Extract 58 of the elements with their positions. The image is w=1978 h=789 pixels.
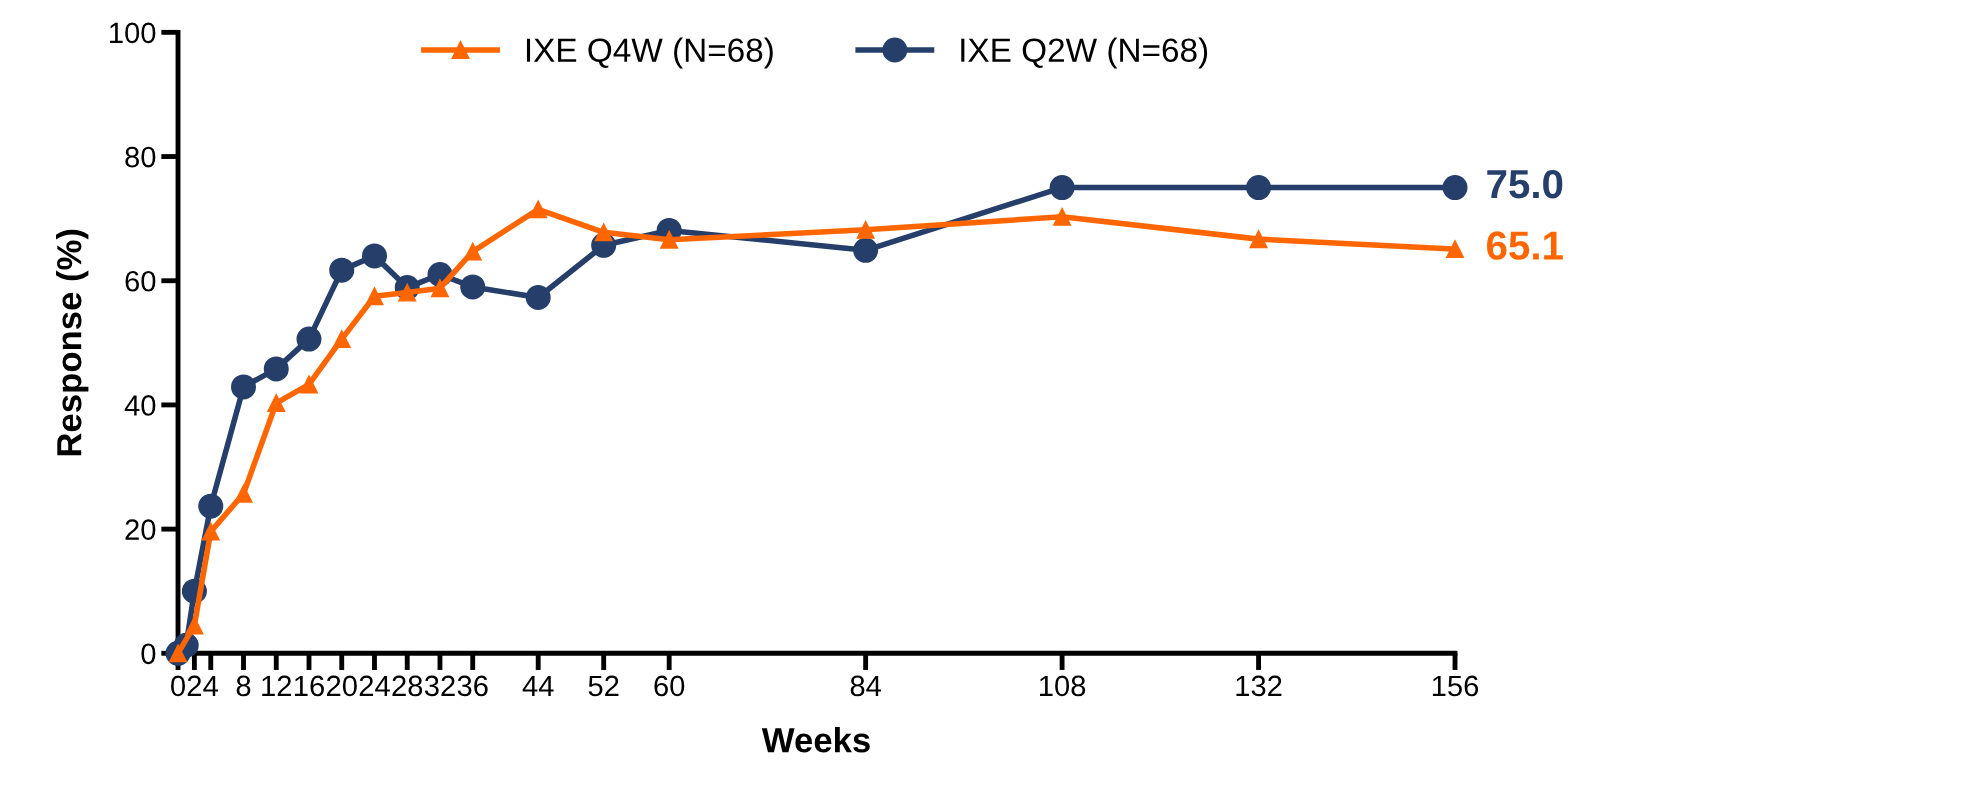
point <box>329 257 355 283</box>
point <box>198 493 224 519</box>
point <box>231 374 257 400</box>
point <box>361 243 387 269</box>
point <box>201 522 220 541</box>
x-tick-label: 108 <box>1039 675 1086 697</box>
y-tick-label: 80 <box>125 146 156 168</box>
legend-label: IXE Q2W (N=68) <box>961 37 1208 69</box>
point <box>263 356 289 382</box>
point <box>332 330 351 349</box>
x-tick-label: 28 <box>392 675 423 697</box>
annotation: 65.1 <box>1487 231 1563 260</box>
point <box>853 237 879 263</box>
point <box>296 326 322 352</box>
x-tick-label: 16 <box>295 675 324 697</box>
y-tick-label: 20 <box>125 519 156 540</box>
point <box>299 375 319 394</box>
x-tick-label: 132 <box>1236 675 1282 697</box>
point <box>460 274 486 300</box>
point <box>529 200 548 219</box>
point <box>365 287 384 306</box>
point <box>660 230 679 249</box>
point <box>856 220 875 239</box>
x-tick-label: 44 <box>522 675 554 696</box>
point <box>463 242 482 261</box>
x-tick-label: 4 <box>203 675 219 696</box>
x-tick-label: 36 <box>457 675 488 697</box>
y-axis-title: Response (%) <box>56 229 89 456</box>
point <box>185 616 204 635</box>
point <box>430 279 449 298</box>
x-tick-label: 2 <box>187 675 202 696</box>
x-axis-title: Weeks <box>761 727 870 753</box>
x-tick-label: 52 <box>588 675 619 697</box>
y-tick-label: 0 <box>141 643 156 665</box>
y-tick-label: 60 <box>125 270 156 292</box>
y-tick-label: 100 <box>110 22 156 44</box>
x-tick-label: 8 <box>236 675 251 697</box>
x-tick-label: 24 <box>359 675 390 696</box>
x-tick-label: 84 <box>850 675 881 697</box>
point <box>1246 175 1272 201</box>
x-tick-label: 156 <box>1432 675 1479 697</box>
point <box>267 394 286 413</box>
point <box>1249 230 1268 249</box>
point <box>1049 175 1075 201</box>
point <box>1442 175 1468 201</box>
x-tick-label: 0 <box>171 675 185 697</box>
y-tick-label: 40 <box>124 395 156 416</box>
x-tick-label: 12 <box>262 675 292 696</box>
point <box>1445 240 1465 259</box>
point <box>594 223 613 242</box>
point <box>1053 207 1072 226</box>
legend-label: IXE Q4W (N=68) <box>526 37 773 69</box>
x-tick-label: 20 <box>326 675 357 697</box>
point <box>525 284 551 310</box>
x-tick-label: 32 <box>424 675 455 697</box>
x-tick-label: 60 <box>654 675 685 697</box>
annotation: 75.0 <box>1487 169 1563 199</box>
point <box>234 484 253 503</box>
